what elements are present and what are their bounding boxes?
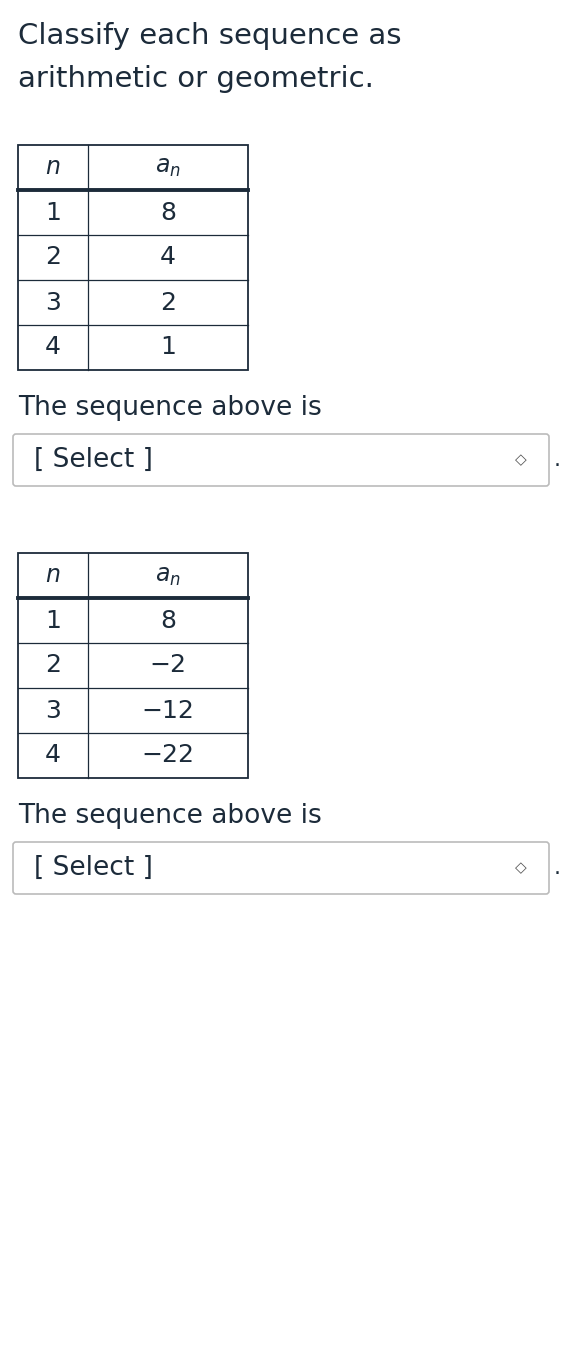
Text: 1: 1	[45, 609, 61, 632]
Text: 8: 8	[160, 201, 176, 224]
FancyBboxPatch shape	[13, 842, 549, 894]
Text: $n$: $n$	[45, 156, 61, 180]
Text: .: .	[554, 450, 561, 470]
Text: 3: 3	[45, 699, 61, 722]
Text: $a_n$: $a_n$	[155, 564, 181, 587]
Text: The sequence above is: The sequence above is	[18, 803, 322, 829]
Text: 2: 2	[45, 246, 61, 269]
Text: ◇: ◇	[515, 860, 527, 875]
Text: −2: −2	[150, 654, 187, 677]
Text: [ Select ]: [ Select ]	[34, 854, 153, 880]
Text: −12: −12	[142, 699, 194, 722]
Text: Classify each sequence as: Classify each sequence as	[18, 22, 401, 51]
Text: $n$: $n$	[45, 564, 61, 587]
Text: The sequence above is: The sequence above is	[18, 394, 322, 420]
Text: 4: 4	[45, 336, 61, 359]
Bar	[18, 145, 248, 370]
Text: .: .	[554, 859, 561, 878]
Text: 2: 2	[160, 291, 176, 314]
Text: 3: 3	[45, 291, 61, 314]
Text: 4: 4	[45, 744, 61, 767]
Text: $a_n$: $a_n$	[155, 156, 181, 180]
Text: 1: 1	[45, 201, 61, 224]
Text: 1: 1	[160, 336, 176, 359]
Text: arithmetic or geometric.: arithmetic or geometric.	[18, 66, 374, 93]
Text: 8: 8	[160, 609, 176, 632]
Text: [ Select ]: [ Select ]	[34, 446, 153, 474]
Text: 2: 2	[45, 654, 61, 677]
Text: ◇: ◇	[515, 453, 527, 467]
Bar	[18, 553, 248, 778]
FancyBboxPatch shape	[13, 434, 549, 486]
Text: −22: −22	[142, 744, 194, 767]
Text: 4: 4	[160, 246, 176, 269]
